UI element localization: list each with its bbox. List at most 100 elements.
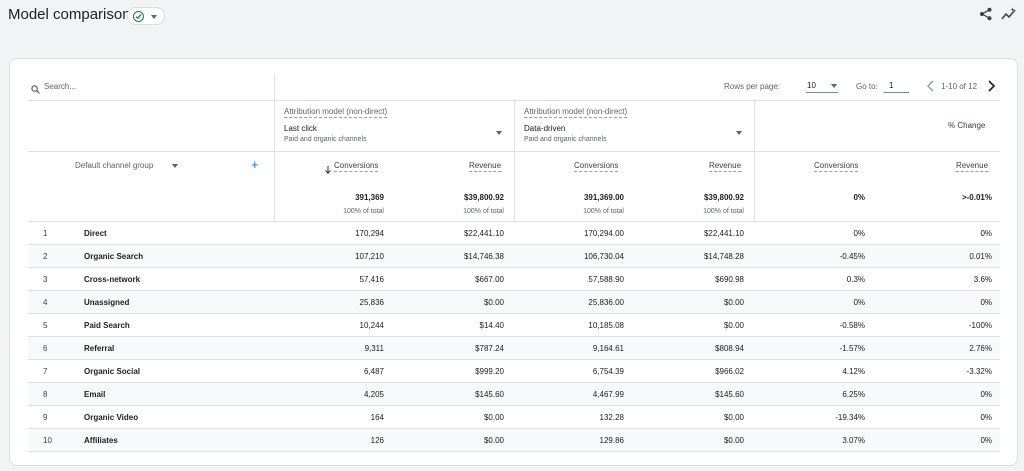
model-2-name[interactable]: Data-driven (524, 124, 566, 133)
model-2-title: Attribution model (non-direct) (524, 107, 628, 118)
m1-conversions: 57,416 (359, 275, 384, 284)
row-index: 4 (43, 298, 48, 307)
channel-name: Unassigned (84, 298, 130, 307)
search-icon (31, 81, 40, 99)
model-2-subtitle: Paid and organic channels (524, 136, 607, 143)
total-m2-conversions-sub: 100% of total (583, 208, 624, 215)
m2-conversions: 106,730.04 (583, 252, 624, 261)
total-m2-revenue-sub: 100% of total (703, 208, 744, 215)
channel-name: Organic Search (84, 252, 144, 261)
column-divider (514, 100, 515, 221)
column-divider (274, 73, 275, 221)
search-input[interactable] (44, 79, 244, 93)
m2-conversions: 25,836.00 (588, 298, 624, 307)
m1-conversions: 25,836 (359, 298, 384, 307)
table-row[interactable]: 7 Organic Social 6,487 $999.20 6,754.39 … (28, 359, 1000, 382)
total-m1-revenue-sub: 100% of total (463, 208, 504, 215)
m2-conversions: 57,588.90 (588, 275, 624, 284)
row-index: 7 (43, 367, 48, 376)
chg-conversions-header[interactable]: Conversions (814, 161, 859, 172)
row-index: 5 (43, 321, 48, 330)
table-row[interactable]: 9 Organic Video 164 $0.00 132.28 $0.00 -… (28, 405, 1000, 428)
m1-conversions-header[interactable]: Conversions (334, 161, 379, 172)
share-icon[interactable] (979, 7, 993, 26)
m1-conversions: 164 (370, 413, 384, 422)
change-conversions: 4.12% (842, 367, 865, 376)
change-conversions: 0% (853, 298, 865, 307)
table-bottom-border (28, 451, 1000, 452)
change-revenue: 3.6% (973, 275, 992, 284)
previous-page-button[interactable] (925, 78, 937, 94)
row-index: 3 (43, 275, 48, 284)
total-change-conversions: 0% (853, 193, 865, 202)
table-row[interactable]: 6 Referral 9,311 $787.24 9,164.61 $808.9… (28, 336, 1000, 359)
dimension-label[interactable]: Default channel group (75, 161, 154, 170)
model-1-subtitle: Paid and organic channels (284, 136, 367, 143)
change-conversions: 3.07% (842, 436, 865, 445)
table-row[interactable]: 4 Unassigned 25,836 $0.00 25,836.00 $0.0… (28, 290, 1000, 313)
m2-conversions-header[interactable]: Conversions (574, 161, 619, 172)
table-row[interactable]: 1 Direct 170,294 $22,441.10 170,294.00 $… (28, 221, 1000, 244)
total-change-revenue: >-0.01% (961, 193, 992, 202)
rows-per-page-select[interactable]: 10 (806, 79, 838, 93)
table-row[interactable]: 5 Paid Search 10,244 $14.40 10,185.08 $0… (28, 313, 1000, 336)
m1-revenue-header[interactable]: Revenue (469, 161, 502, 172)
top-bar: Model comparison (0, 0, 1024, 34)
percent-change-header: % Change (948, 121, 986, 130)
m2-revenue: $22,441.10 (703, 229, 744, 238)
chevron-down-icon (151, 15, 157, 19)
m1-revenue: $787.24 (475, 344, 504, 353)
m2-revenue: $0.00 (723, 298, 744, 307)
change-revenue: 2.76% (969, 344, 992, 353)
m1-revenue: $0.00 (483, 436, 504, 445)
m1-conversions: 9,311 (364, 344, 384, 353)
total-m2-revenue: $39,800.92 (703, 193, 744, 202)
m1-conversions: 4,205 (363, 390, 384, 399)
add-dimension-button[interactable]: + (251, 157, 259, 172)
change-revenue: -100% (968, 321, 992, 330)
channel-name: Email (84, 390, 106, 399)
m1-revenue: $0.00 (483, 298, 504, 307)
m2-revenue: $0.00 (723, 321, 744, 330)
table-row[interactable]: 3 Cross-network 57,416 $667.00 57,588.90… (28, 267, 1000, 290)
next-page-button[interactable] (985, 78, 997, 94)
chevron-down-icon (831, 84, 837, 88)
m2-revenue-header[interactable]: Revenue (709, 161, 742, 172)
change-revenue: 0% (980, 436, 992, 445)
m1-revenue: $14.40 (479, 321, 504, 330)
m1-conversions: 6,487 (363, 367, 384, 376)
insights-icon[interactable] (1001, 7, 1017, 26)
status-chip[interactable] (127, 7, 165, 25)
m1-conversions: 126 (370, 436, 384, 445)
row-index: 8 (43, 390, 48, 399)
m2-revenue: $966.02 (715, 367, 744, 376)
m2-revenue: $145.60 (715, 390, 744, 399)
m1-conversions: 107,210 (355, 252, 384, 261)
total-m1-conversions-sub: 100% of total (343, 208, 384, 215)
m2-conversions: 10,185.08 (588, 321, 624, 330)
table-row[interactable]: 2 Organic Search 107,210 $14,746.38 106,… (28, 244, 1000, 267)
model-1-dropdown-icon[interactable] (496, 131, 502, 135)
chg-revenue-header[interactable]: Revenue (956, 161, 989, 172)
m1-conversions: 170,294 (355, 229, 384, 238)
goto-input[interactable]: 1 (884, 79, 909, 93)
change-conversions: -1.57% (839, 344, 865, 353)
channel-name: Affiliates (84, 436, 118, 445)
channel-name: Paid Search (84, 321, 130, 330)
model-1-name[interactable]: Last click (284, 124, 317, 133)
model-2-dropdown-icon[interactable] (736, 131, 742, 135)
m2-conversions: 129.86 (599, 436, 624, 445)
m1-revenue: $22,441.10 (463, 229, 504, 238)
m2-revenue: $0.00 (723, 436, 744, 445)
table-row[interactable]: 8 Email 4,205 $145.60 4,467.99 $145.60 6… (28, 382, 1000, 405)
m2-conversions: 170,294.00 (583, 229, 624, 238)
model-1-title: Attribution model (non-direct) (284, 107, 388, 118)
m1-revenue: $0.00 (483, 413, 504, 422)
goto-label: Go to: (856, 82, 878, 91)
change-revenue: -3.32% (966, 367, 992, 376)
dimension-dropdown-icon[interactable] (172, 164, 178, 168)
table-row[interactable]: 10 Affiliates 126 $0.00 129.86 $0.00 3.0… (28, 428, 1000, 451)
total-m1-conversions: 391,369 (355, 193, 384, 202)
m2-conversions: 4,467.99 (592, 390, 624, 399)
m1-conversions: 10,244 (359, 321, 384, 330)
